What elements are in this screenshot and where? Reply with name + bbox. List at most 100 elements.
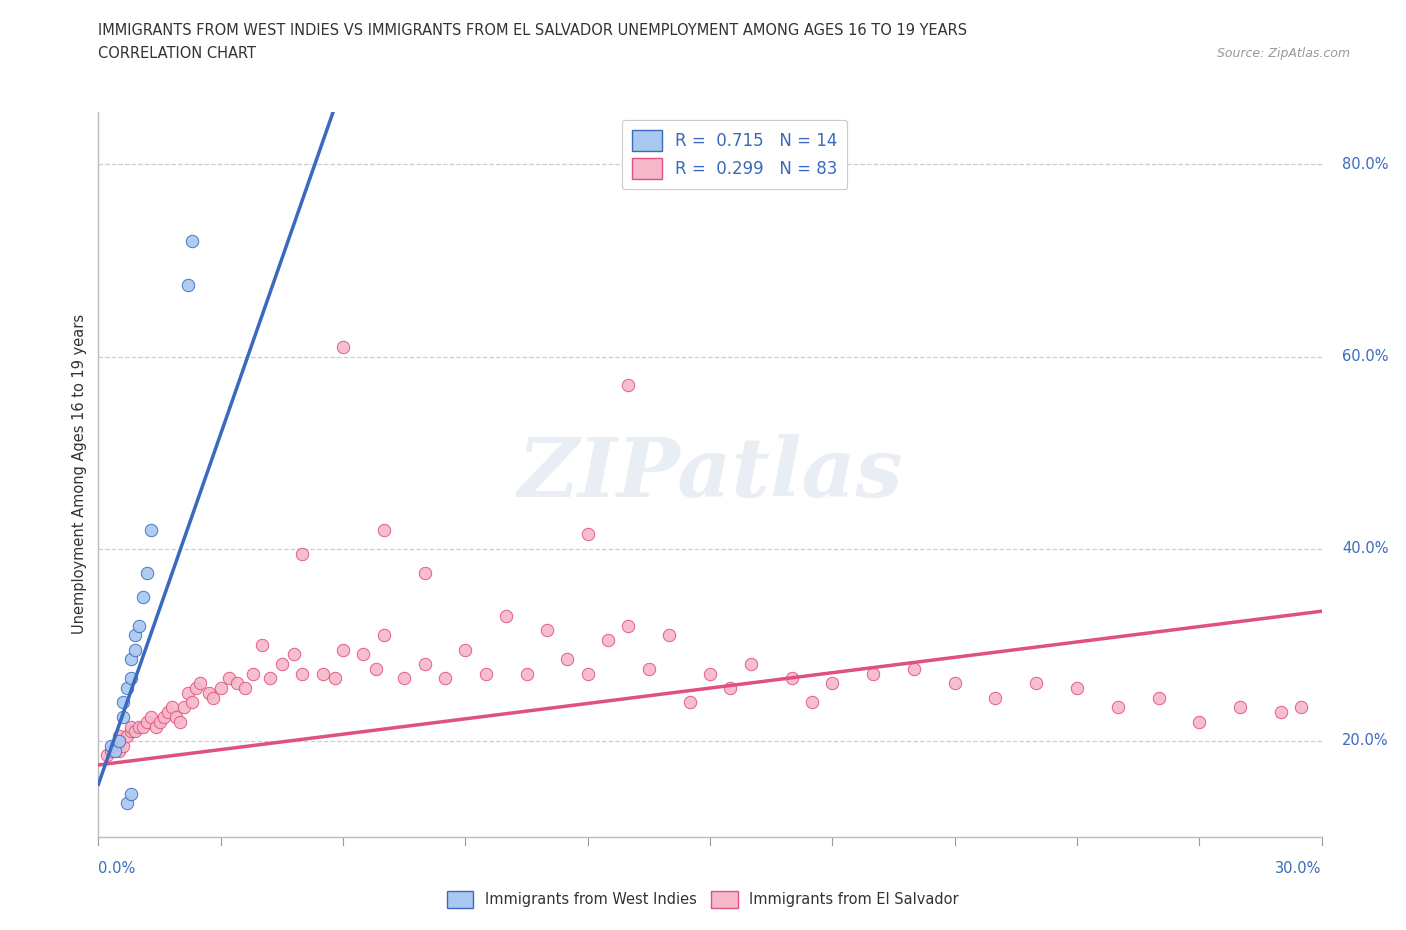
Point — [177, 277, 200, 292]
Point — [111, 710, 134, 724]
Point — [181, 695, 204, 710]
Point — [392, 671, 416, 686]
Point — [165, 710, 187, 724]
Point — [1188, 714, 1211, 729]
Point — [373, 522, 395, 537]
Point — [136, 565, 159, 580]
Point — [132, 719, 155, 734]
Point — [120, 671, 142, 686]
Point — [96, 748, 118, 763]
Point — [679, 695, 702, 710]
Point — [104, 743, 127, 758]
Point — [291, 666, 314, 681]
Point — [454, 643, 477, 658]
Text: Source: ZipAtlas.com: Source: ZipAtlas.com — [1216, 46, 1350, 60]
Point — [1229, 700, 1251, 715]
Point — [270, 657, 294, 671]
Point — [821, 676, 844, 691]
Point — [259, 671, 281, 686]
Point — [218, 671, 240, 686]
Point — [156, 705, 179, 720]
Point — [495, 608, 517, 623]
Point — [186, 681, 208, 696]
Point — [434, 671, 457, 686]
Point — [132, 590, 155, 604]
Point — [181, 233, 204, 248]
Point — [943, 676, 966, 691]
Text: 80.0%: 80.0% — [1343, 157, 1389, 172]
Point — [617, 378, 640, 392]
Point — [1066, 681, 1088, 696]
Point — [598, 632, 620, 647]
Point — [120, 652, 142, 667]
Point — [128, 719, 150, 734]
Point — [332, 643, 354, 658]
Point — [115, 681, 138, 696]
Point — [555, 652, 579, 667]
Point — [104, 738, 127, 753]
Point — [862, 666, 884, 681]
Point — [160, 700, 183, 715]
Point — [115, 796, 138, 811]
Point — [1147, 690, 1170, 705]
Point — [323, 671, 346, 686]
Point — [1107, 700, 1129, 715]
Point — [108, 734, 131, 749]
Point — [984, 690, 1007, 705]
Point — [903, 661, 925, 676]
Text: 20.0%: 20.0% — [1343, 734, 1389, 749]
Point — [141, 522, 163, 537]
Point — [108, 743, 131, 758]
Text: 30.0%: 30.0% — [1275, 861, 1322, 876]
Legend: R =  0.715   N = 14, R =  0.299   N = 83: R = 0.715 N = 14, R = 0.299 N = 83 — [621, 120, 848, 190]
Text: 60.0%: 60.0% — [1343, 349, 1389, 365]
Point — [516, 666, 538, 681]
Point — [169, 714, 191, 729]
Point — [617, 618, 640, 633]
Point — [108, 729, 131, 744]
Point — [576, 666, 599, 681]
Point — [1270, 705, 1292, 720]
Point — [145, 719, 167, 734]
Point — [149, 714, 172, 729]
Point — [201, 690, 224, 705]
Point — [1025, 676, 1047, 691]
Point — [780, 671, 803, 686]
Point — [576, 527, 599, 542]
Point — [197, 685, 219, 700]
Point — [100, 738, 122, 753]
Point — [637, 661, 661, 676]
Point — [124, 628, 146, 643]
Point — [364, 661, 387, 676]
Point — [283, 647, 305, 662]
Point — [699, 666, 721, 681]
Point — [242, 666, 264, 681]
Text: 40.0%: 40.0% — [1343, 541, 1389, 556]
Point — [111, 695, 134, 710]
Text: 0.0%: 0.0% — [98, 861, 135, 876]
Point — [177, 685, 200, 700]
Point — [536, 623, 558, 638]
Point — [373, 628, 395, 643]
Point — [124, 724, 146, 738]
Y-axis label: Unemployment Among Ages 16 to 19 years: Unemployment Among Ages 16 to 19 years — [72, 314, 87, 634]
Point — [128, 618, 150, 633]
Point — [152, 710, 174, 724]
Point — [111, 738, 134, 753]
Point — [115, 729, 138, 744]
Point — [173, 700, 195, 715]
Point — [209, 681, 232, 696]
Point — [413, 657, 436, 671]
Point — [120, 724, 142, 738]
Legend: Immigrants from West Indies, Immigrants from El Salvador: Immigrants from West Indies, Immigrants … — [441, 885, 965, 913]
Point — [801, 695, 824, 710]
Point — [100, 743, 122, 758]
Point — [141, 710, 163, 724]
Point — [136, 714, 159, 729]
Point — [250, 637, 273, 652]
Point — [740, 657, 762, 671]
Point — [658, 628, 681, 643]
Text: IMMIGRANTS FROM WEST INDIES VS IMMIGRANTS FROM EL SALVADOR UNEMPLOYMENT AMONG AG: IMMIGRANTS FROM WEST INDIES VS IMMIGRANT… — [98, 23, 967, 38]
Point — [1291, 700, 1313, 715]
Point — [718, 681, 742, 696]
